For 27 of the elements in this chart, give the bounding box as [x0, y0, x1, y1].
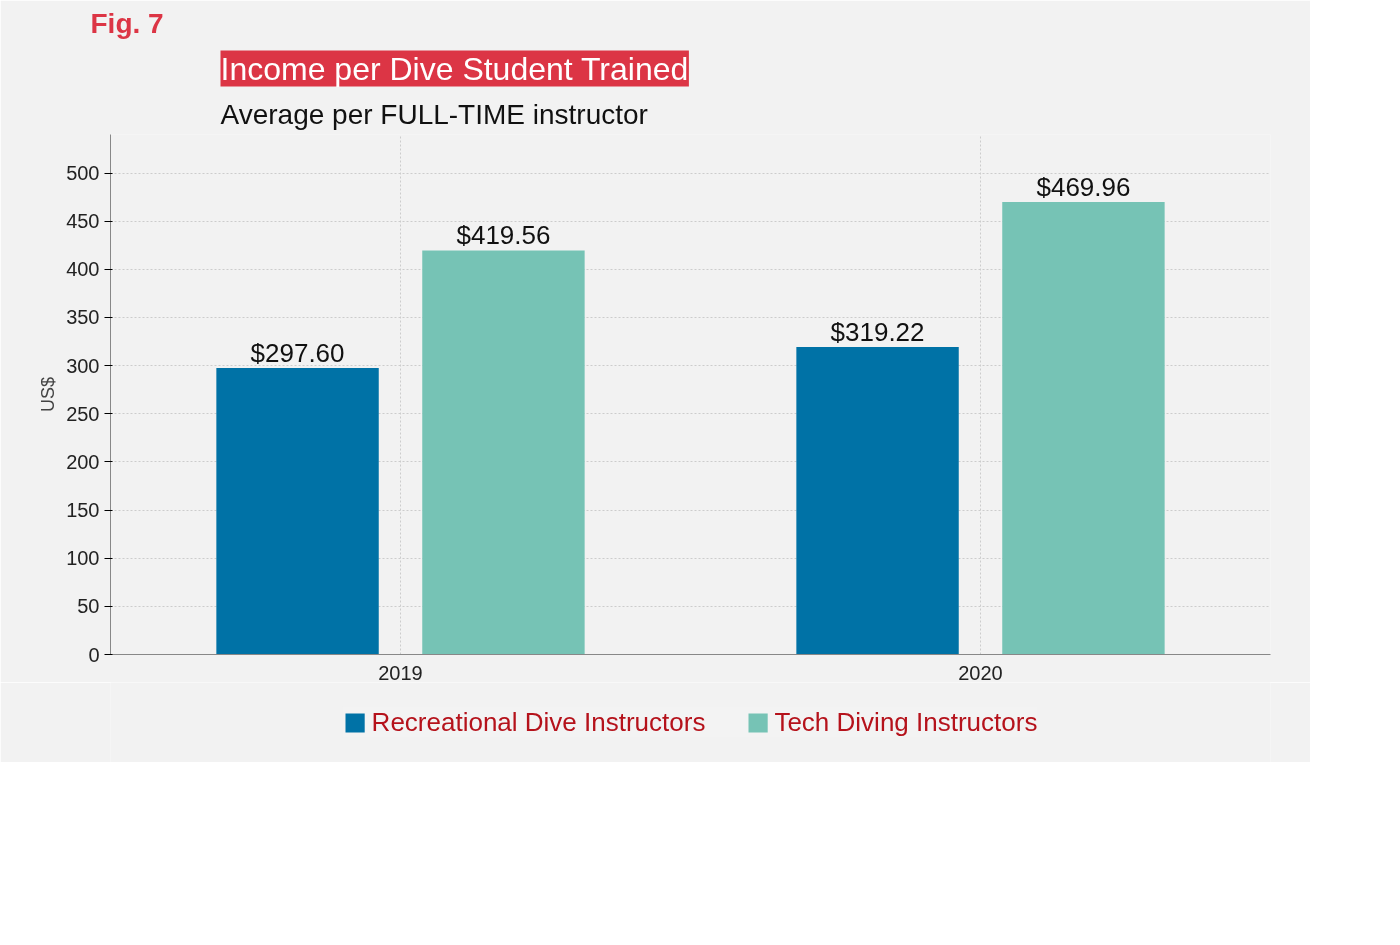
legend-label: Recreational Dive Instructors [371, 706, 706, 738]
data-label: $297.60 [250, 337, 345, 368]
y-tick-label: 500 [66, 162, 100, 185]
chart-title: Income per Dive Student Trained [220, 50, 689, 87]
bar [1002, 201, 1165, 655]
y-tick-label: 0 [88, 643, 100, 666]
data-label: $469.96 [1036, 171, 1131, 202]
bar [216, 367, 379, 655]
caption: Fig. 7 [90, 7, 164, 39]
bar [422, 250, 585, 655]
chart-subtitle: Average per FULL-TIME instructor [220, 98, 648, 130]
x-tick-label: 2019 [378, 661, 423, 684]
y-tick-label: 400 [66, 258, 100, 281]
data-label: $319.22 [830, 317, 925, 348]
bar [796, 347, 959, 655]
y-tick-label: 300 [66, 354, 100, 377]
y-axis-title: US$ [38, 376, 59, 413]
y-tick-label: 50 [77, 595, 100, 618]
y-tick-label: 350 [66, 306, 100, 329]
x-tick-label: 2020 [958, 661, 1003, 684]
y-tick-label: 200 [66, 450, 100, 473]
y-tick-label: 450 [66, 210, 100, 233]
y-tick-label: 250 [66, 402, 100, 425]
legend-label: Tech Diving Instructors [774, 706, 1038, 738]
y-tick-label: 100 [66, 547, 100, 570]
data-label: $419.56 [456, 220, 551, 251]
y-tick-label: 150 [66, 499, 100, 522]
